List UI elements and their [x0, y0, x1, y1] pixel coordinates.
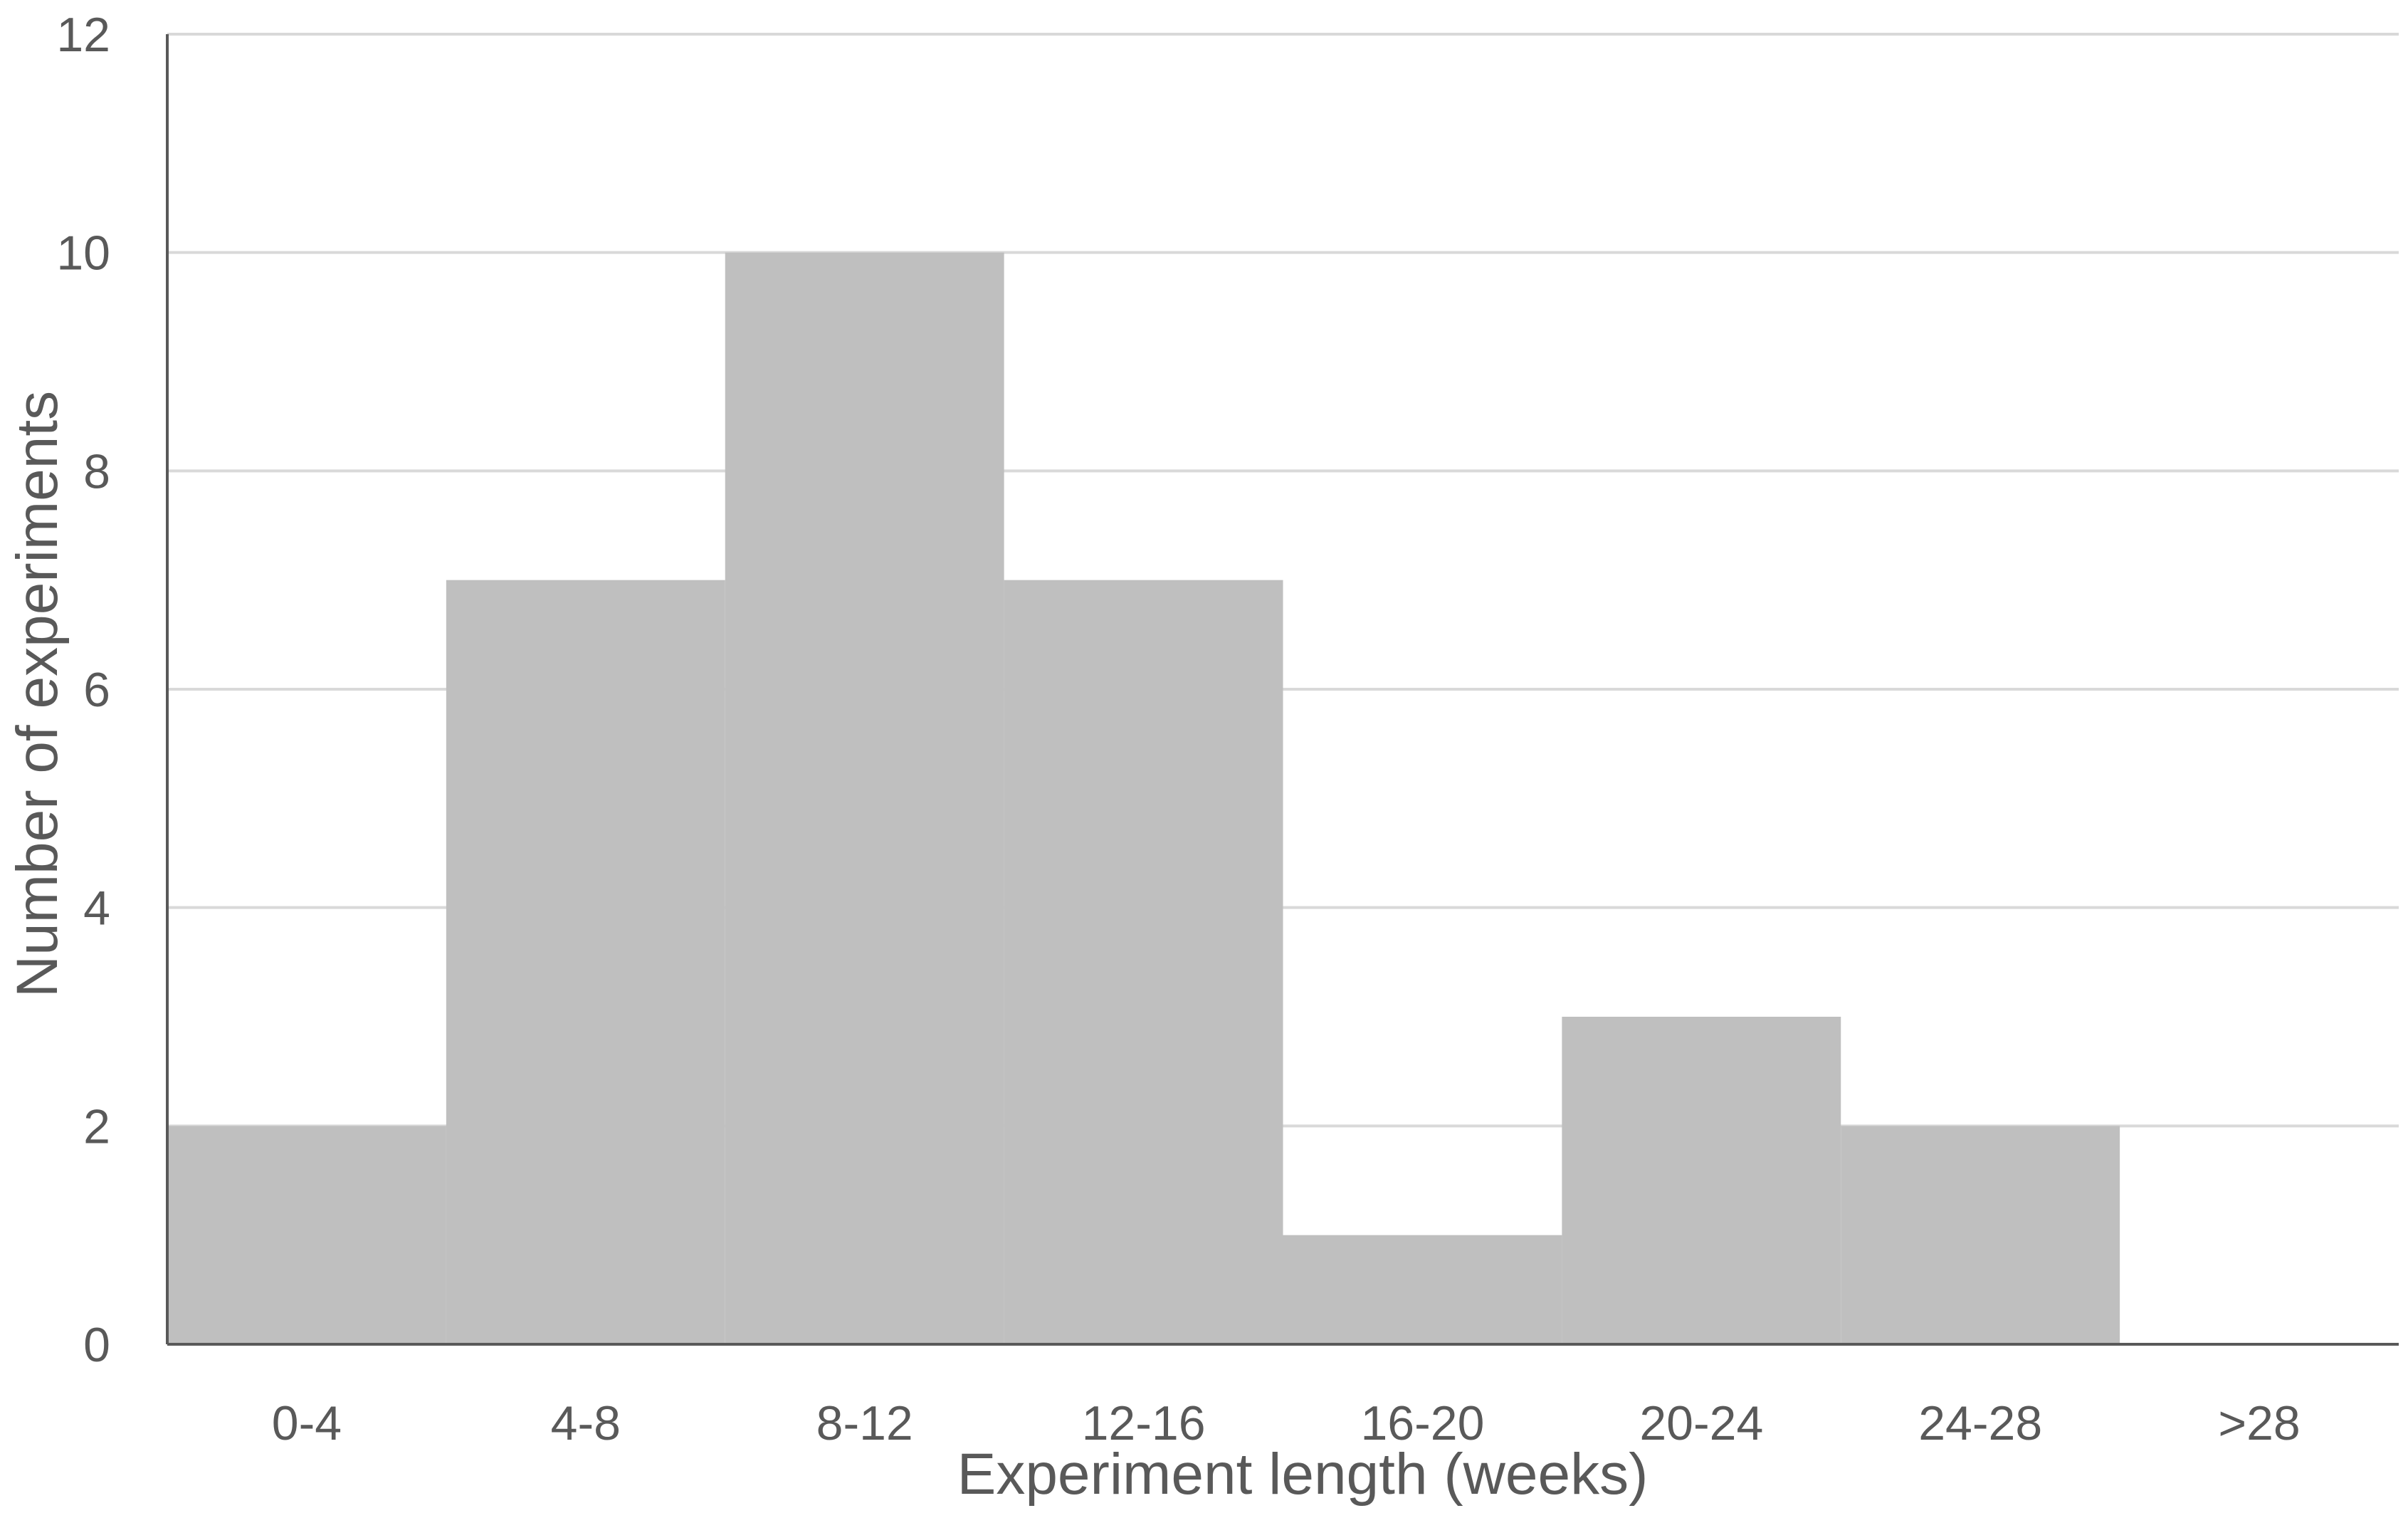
- bars: [167, 252, 2120, 1345]
- bar-1: [446, 580, 725, 1344]
- bar-0: [167, 1126, 446, 1344]
- bar-6: [1841, 1126, 2120, 1344]
- x-tick-label-0: 0-4: [272, 1396, 342, 1450]
- bar-3: [1004, 580, 1283, 1344]
- y-tick-label-6: 12: [56, 8, 110, 62]
- x-tick-label-2: 8-12: [816, 1396, 913, 1450]
- y-tick-labels: 0 2 4 6 8 10 12: [56, 8, 110, 1372]
- bar-5: [1562, 1017, 1841, 1344]
- x-tick-label-6: 24-28: [1918, 1396, 2042, 1450]
- x-tick-label-5: 20-24: [1639, 1396, 1763, 1450]
- y-tick-label-5: 10: [56, 226, 110, 281]
- y-tick-label-1: 2: [83, 1099, 110, 1153]
- bar-4: [1283, 1235, 1562, 1344]
- y-tick-label-2: 4: [83, 881, 110, 936]
- axes: [166, 34, 2399, 1346]
- y-tick-label-3: 6: [83, 663, 110, 717]
- x-tick-label-4: 16-20: [1360, 1396, 1484, 1450]
- x-axis-title: Experiment length (weeks): [957, 1442, 1649, 1507]
- bar-2: [725, 252, 1004, 1345]
- y-axis-title: Number of experiments: [5, 391, 70, 998]
- x-tick-label-7: >28: [2218, 1396, 2300, 1450]
- x-tick-label-1: 4-8: [551, 1396, 621, 1450]
- x-tick-labels: 0-4 4-8 8-12 12-16 16-20 20-24 24-28 >28: [272, 1396, 2301, 1450]
- x-tick-label-3: 12-16: [1082, 1396, 1206, 1450]
- y-tick-label-0: 0: [83, 1318, 110, 1372]
- y-tick-label-4: 8: [83, 444, 110, 498]
